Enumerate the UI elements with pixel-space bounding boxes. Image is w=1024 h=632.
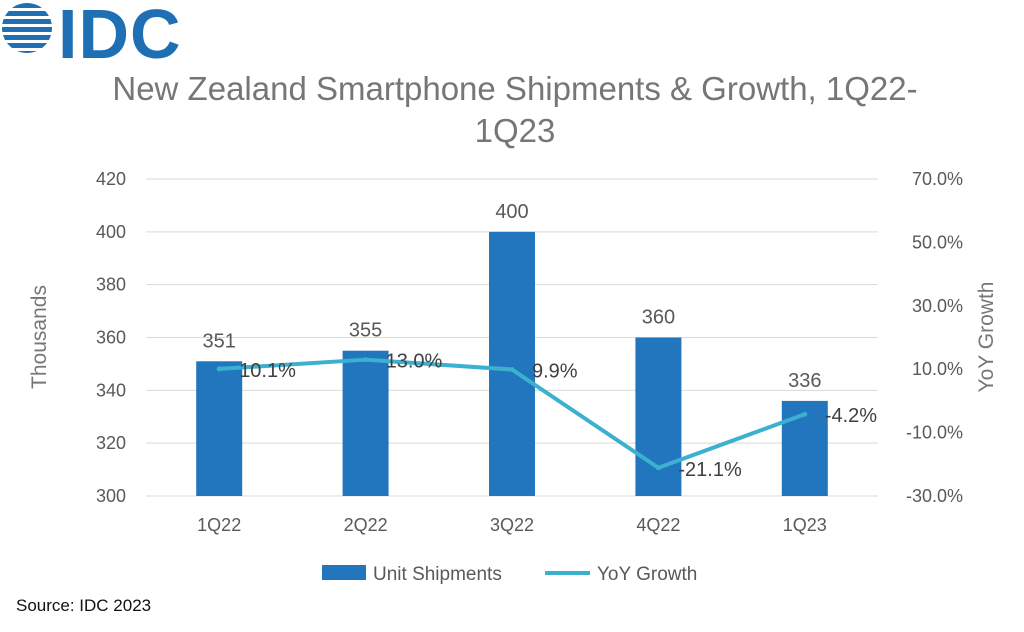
bar: [489, 231, 535, 497]
y-tick-label: 400: [96, 222, 126, 242]
bar: [342, 350, 389, 496]
growth-point: [509, 367, 515, 373]
legend-label-bars: Unit Shipments: [373, 564, 502, 585]
brand-name: IDC: [58, 0, 182, 73]
y-tick-label: 340: [96, 380, 126, 400]
legend-swatch-bars: [322, 565, 366, 580]
y-axis-title: Thousands: [28, 285, 51, 389]
x-tick-label: 4Q22: [636, 515, 680, 535]
line-data-label: 13.0%: [386, 351, 443, 373]
y-tick-label: 380: [96, 275, 126, 295]
line-data-label: 10.1%: [239, 360, 296, 382]
y2-tick-label: -10.0%: [906, 423, 963, 443]
source-note: Source: IDC 2023: [16, 596, 152, 615]
chart-title-line2: 1Q23: [474, 112, 556, 149]
growth-point: [363, 357, 369, 363]
y2-tick-label: -30.0%: [906, 486, 963, 506]
line-data-label: -21.1%: [678, 459, 742, 481]
x-tick-label: 2Q22: [344, 515, 388, 535]
y2-tick-label: 50.0%: [912, 232, 963, 252]
bar-data-label: 355: [349, 320, 382, 342]
bar: [781, 400, 828, 496]
bar-data-label: 400: [495, 201, 528, 223]
y-tick-label: 360: [96, 328, 126, 348]
bar-data-label: 336: [788, 370, 821, 392]
growth-point: [655, 465, 661, 471]
bar: [635, 337, 682, 496]
y2-axis-title: YoY Growth: [975, 282, 998, 393]
x-tick-label: 3Q22: [490, 515, 534, 535]
bar-data-label: 351: [203, 330, 236, 352]
line-data-label: 9.9%: [532, 361, 578, 383]
y-tick-label: 300: [96, 486, 126, 506]
line-data-label: -4.2%: [825, 405, 877, 427]
x-tick-label: 1Q23: [783, 515, 827, 535]
growth-point: [802, 411, 808, 417]
y2-tick-label: 30.0%: [912, 296, 963, 316]
x-tick-label: 1Q22: [197, 515, 241, 535]
y-tick-label: 420: [96, 169, 126, 189]
y2-tick-label: 10.0%: [912, 359, 963, 379]
y-tick-label: 320: [96, 433, 126, 453]
chart-title-line1: New Zealand Smartphone Shipments & Growt…: [112, 70, 918, 107]
y2-tick-label: 70.0%: [912, 169, 963, 189]
bar: [196, 361, 243, 496]
growth-point: [216, 366, 222, 372]
chart-title: New Zealand Smartphone Shipments & Growt…: [60, 68, 970, 152]
idc-logo: IDC: [0, 0, 181, 73]
bar-data-label: 360: [642, 307, 675, 329]
globe-icon: [2, 3, 52, 53]
legend-label-line: YoY Growth: [597, 564, 697, 585]
